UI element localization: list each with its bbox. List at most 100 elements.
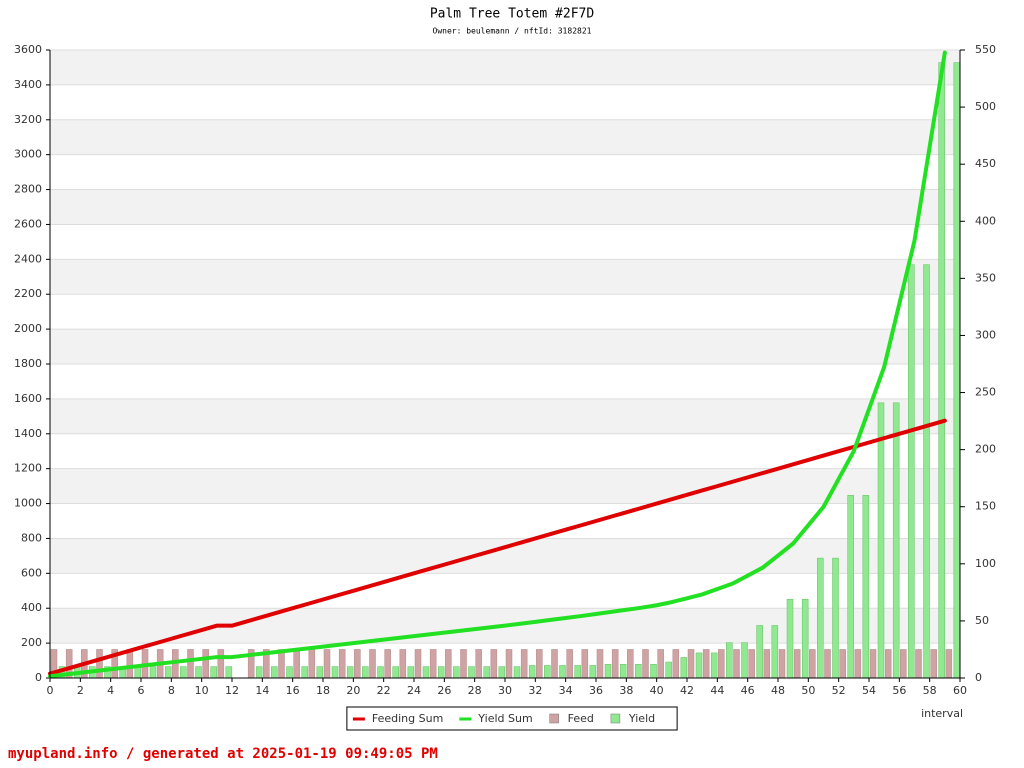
x-tick-label: 10 xyxy=(195,684,209,697)
bar xyxy=(702,649,710,679)
bar xyxy=(930,649,937,679)
x-tick-label: 16 xyxy=(286,684,300,697)
bar xyxy=(726,642,733,679)
legend-swatch xyxy=(610,713,621,724)
y-tick-label: 2400 xyxy=(14,252,42,265)
bar xyxy=(301,666,308,679)
grid-band xyxy=(50,329,960,364)
x-tick-label: 60 xyxy=(953,684,967,697)
bar xyxy=(536,649,543,679)
bar xyxy=(589,665,597,679)
bar xyxy=(210,666,217,679)
grid-band xyxy=(50,189,960,225)
bar xyxy=(884,649,892,679)
bar xyxy=(149,666,157,679)
bar xyxy=(771,625,779,679)
bar xyxy=(255,666,263,679)
bar xyxy=(202,649,209,679)
grid-band xyxy=(50,538,960,574)
chart-subtitle: Owner: beulemann / nftId: 3182821 xyxy=(433,27,592,36)
x-tick-label: 6 xyxy=(138,684,145,697)
bar xyxy=(180,666,187,679)
y2-tick-label: 150 xyxy=(975,500,996,513)
bar xyxy=(551,649,558,679)
line-series xyxy=(48,418,947,676)
bar xyxy=(748,649,755,679)
bar xyxy=(786,598,794,679)
bar xyxy=(217,649,225,679)
bar xyxy=(346,666,354,679)
line-series xyxy=(48,50,947,679)
bar xyxy=(164,666,172,679)
bar xyxy=(817,557,824,679)
bar xyxy=(429,649,437,679)
bar xyxy=(286,666,293,679)
bar xyxy=(847,495,854,679)
bar xyxy=(498,666,506,679)
bar xyxy=(354,649,361,679)
y2-tick-label: 500 xyxy=(975,100,996,113)
bar xyxy=(635,664,642,679)
bar xyxy=(611,649,619,679)
x-tick-label: 40 xyxy=(650,684,664,697)
bar xyxy=(399,649,407,679)
y2-tick-label: 550 xyxy=(975,43,996,56)
bar xyxy=(809,649,816,679)
bar xyxy=(475,649,482,679)
x-tick-label: 48 xyxy=(771,684,785,697)
bar xyxy=(293,649,300,679)
y-tick-label: 3400 xyxy=(14,78,42,91)
x-tick-label: 52 xyxy=(832,684,846,697)
bar xyxy=(544,665,551,679)
bar xyxy=(505,649,513,679)
y-tick-label: 1200 xyxy=(14,462,42,475)
bar xyxy=(331,666,339,679)
bar xyxy=(710,652,718,679)
x-tick-label: 14 xyxy=(255,684,269,697)
bar xyxy=(945,649,953,679)
y2-tick-label: 300 xyxy=(975,328,996,341)
x-tick-label: 4 xyxy=(107,684,114,697)
y-tick-label: 3600 xyxy=(14,43,42,56)
bar xyxy=(453,666,460,679)
bar xyxy=(195,666,202,679)
bar xyxy=(953,62,961,679)
y-tick-label: 3200 xyxy=(14,113,42,126)
bar xyxy=(923,264,930,679)
bar xyxy=(468,666,475,679)
bar xyxy=(862,495,870,679)
bar xyxy=(915,649,922,679)
bar xyxy=(96,649,103,679)
y-tick-label: 800 xyxy=(21,531,42,544)
bar xyxy=(672,649,680,679)
bar xyxy=(687,649,695,679)
x-tick-label: 26 xyxy=(437,684,451,697)
bar xyxy=(908,264,915,679)
bar xyxy=(596,649,604,679)
bar xyxy=(528,665,536,679)
y-tick-label: 0 xyxy=(35,671,42,684)
legend-label: Feed xyxy=(568,712,594,725)
grid-band xyxy=(50,259,960,295)
x-tick-label: 18 xyxy=(316,684,330,697)
bar xyxy=(778,649,786,679)
bar xyxy=(680,657,688,679)
legend-label: Yield xyxy=(628,712,655,725)
bar xyxy=(338,649,346,679)
bar xyxy=(187,649,194,679)
y-tick-label: 3000 xyxy=(14,148,42,161)
bar xyxy=(892,402,900,679)
bar xyxy=(278,649,285,679)
x-axis-label: interval xyxy=(921,707,963,720)
bar xyxy=(650,664,657,679)
bar xyxy=(824,649,831,679)
grid-band xyxy=(50,398,960,434)
bar xyxy=(271,666,278,679)
y2-tick-label: 450 xyxy=(975,157,996,170)
y-tick-label: 2600 xyxy=(14,217,42,230)
bar xyxy=(741,642,748,679)
x-tick-label: 22 xyxy=(377,684,391,697)
bar xyxy=(308,649,316,679)
